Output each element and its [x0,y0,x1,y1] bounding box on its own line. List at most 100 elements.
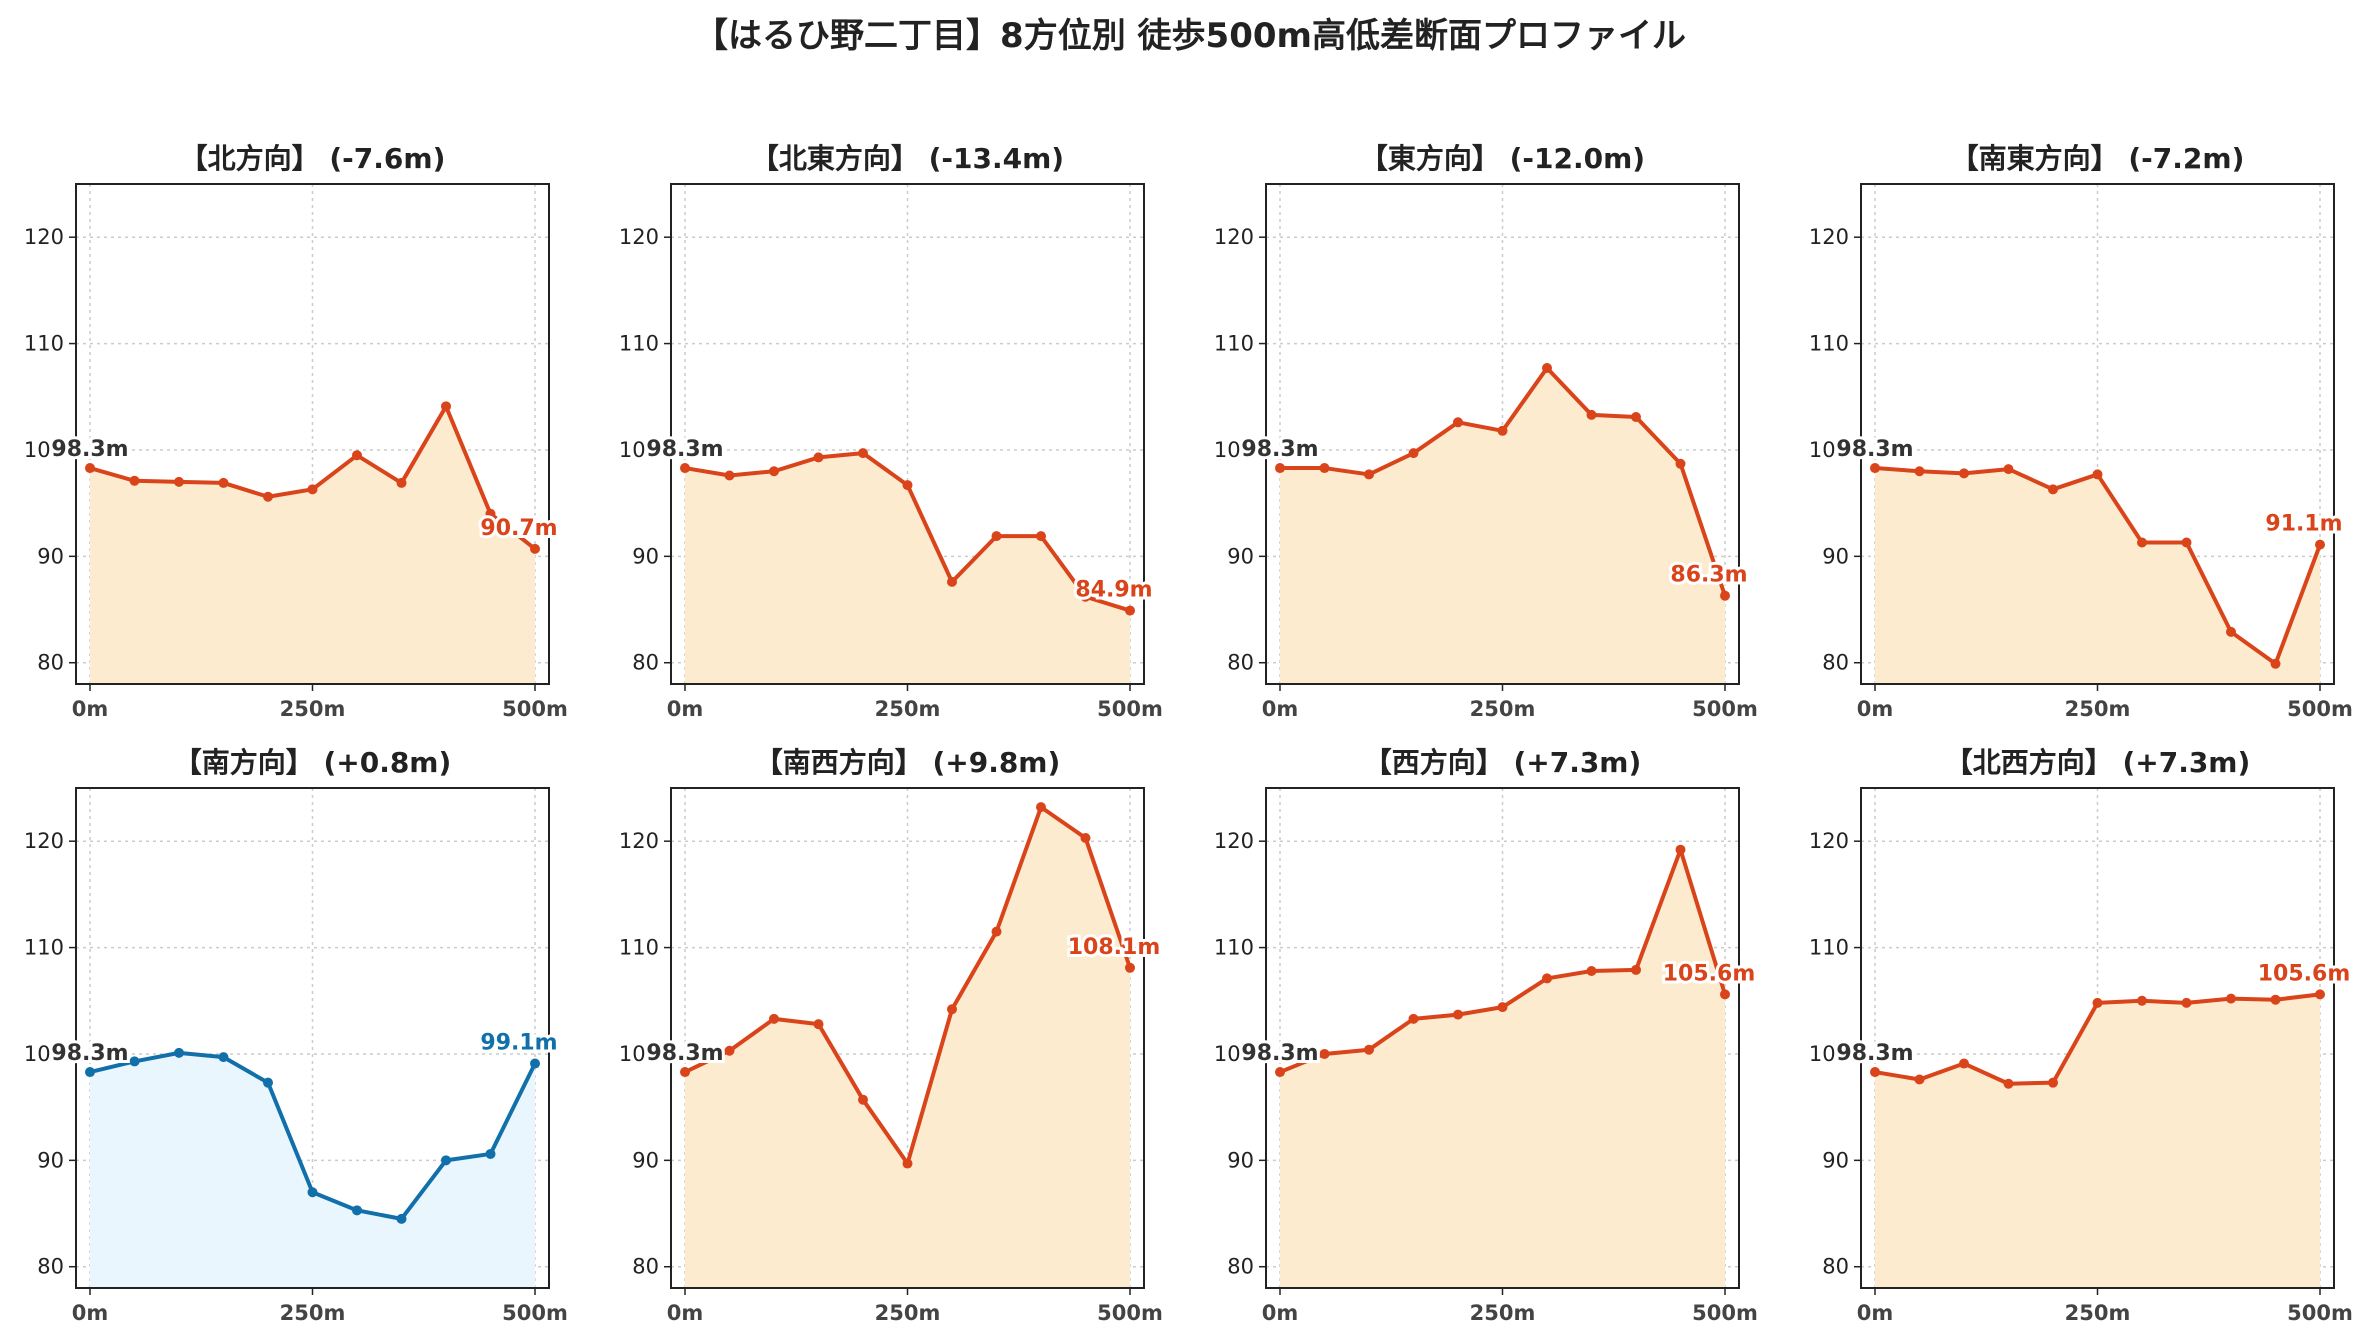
data-point [396,1213,407,1224]
data-point [1080,833,1091,843]
data-point [1586,965,1597,976]
data-point [1542,363,1552,374]
panel-title: 【東方向】 (-12.0m) [1360,142,1645,175]
y-tick-label: 80 [37,651,64,675]
data-point [2048,484,2058,495]
end-value-label: 90.7m [480,516,557,541]
data-point [1631,411,1641,422]
start-value-label: 98.3m [1836,1041,1913,1066]
y-tick-label: 80 [1227,651,1254,675]
x-tick-label: 500m [1097,1301,1163,1325]
y-tick-label: 110 [1214,332,1254,356]
y-tick-label: 120 [619,225,659,249]
y-tick-label: 100 [1809,438,1849,462]
data-point [2137,537,2147,548]
area-fill [1280,849,1725,1288]
data-point [1586,409,1597,420]
y-tick-label: 90 [1227,544,1254,568]
data-point [1497,1002,1508,1013]
chart-panel-3: 【南東方向】 (-7.2m) 80 90 100 110 120 0m 250m 500m 98.… [1809,142,2353,721]
x-tick-label: 0m [1857,1301,1894,1325]
data-point [858,1094,868,1105]
data-point [1036,531,1046,542]
panel-title: 【北東方向】 (-13.4m) [751,142,1064,175]
page-title: 【はるひ野二丁目】8方位別 徒歩500m高低差断面プロファイル [694,16,1686,56]
chart-panel-0: 【北方向】 (-7.6m) 80 90 100 110 120 0m 250m 500m 98.3… [24,142,568,721]
data-point [263,1077,273,1088]
area-fill [1875,994,2320,1288]
area-fill [685,453,1130,684]
data-point [1720,989,1730,1000]
y-tick-label: 100 [1809,1042,1849,1066]
data-point [441,401,451,412]
x-tick-label: 500m [1097,697,1163,721]
x-tick-label: 250m [280,697,346,721]
start-value-label: 98.3m [51,1041,128,1066]
data-point [1959,1058,1969,1069]
data-point [2315,539,2325,550]
y-tick-label: 90 [632,1148,659,1172]
y-tick-label: 90 [1822,1148,1849,1172]
data-point [1453,1009,1463,1020]
data-point [2181,997,2192,1008]
data-point [1675,844,1686,855]
y-tick-label: 110 [24,936,64,960]
start-value-label: 98.3m [646,1041,723,1066]
data-point [129,1056,140,1067]
y-tick-label: 80 [1227,1255,1254,1279]
y-tick-label: 80 [37,1255,64,1279]
data-point [680,463,690,474]
data-point [85,1067,95,1078]
data-point [991,926,1002,937]
y-tick-label: 90 [1822,544,1849,568]
data-point [1364,1044,1374,1055]
y-tick-label: 100 [1214,438,1254,462]
data-point [2226,626,2236,637]
start-value-label: 98.3m [1241,437,1318,462]
x-tick-label: 250m [1470,1301,1536,1325]
data-point [1453,417,1463,428]
data-point [1319,1048,1330,1059]
area-fill [1875,468,2320,684]
panel-title: 【南方向】 (+0.8m) [174,746,452,779]
y-tick-label: 100 [24,1042,64,1066]
data-point [396,477,407,488]
start-value-label: 98.3m [51,437,128,462]
end-value-label: 86.3m [1670,563,1747,588]
y-tick-label: 90 [37,1148,64,1172]
end-value-label: 99.1m [480,1031,557,1056]
chart-panel-7: 【北西方向】 (+7.3m) 80 90 100 110 120 0m 250m 500m 98.… [1809,746,2353,1325]
panel-title: 【北西方向】 (+7.3m) [1945,746,2251,779]
end-value-label: 108.1m [1068,935,1161,960]
x-tick-label: 0m [72,1301,109,1325]
x-tick-label: 0m [1857,697,1894,721]
data-point [1959,468,1969,479]
area-fill [90,406,535,684]
y-tick-label: 110 [1214,936,1254,960]
x-tick-label: 0m [667,1301,704,1325]
y-tick-label: 110 [1809,332,1849,356]
data-point [218,477,229,488]
y-tick-label: 110 [1809,936,1849,960]
y-tick-label: 120 [1214,829,1254,853]
y-tick-label: 100 [1214,1042,1254,1066]
data-point [1408,448,1419,459]
data-point [947,1004,957,1015]
data-point [1080,591,1091,602]
x-tick-label: 250m [280,1301,346,1325]
data-point [1870,463,1880,474]
data-point [2092,469,2103,480]
data-point [902,480,913,491]
y-tick-label: 80 [632,1255,659,1279]
data-point [1542,973,1552,984]
data-point [858,448,868,459]
data-point [2003,1078,2014,1089]
y-tick-label: 120 [1809,829,1849,853]
x-tick-label: 0m [1262,1301,1299,1325]
y-tick-label: 120 [619,829,659,853]
data-point [174,476,184,487]
x-tick-label: 500m [2287,1301,2353,1325]
data-point [724,470,735,481]
data-point [1275,1067,1285,1078]
data-point [307,484,318,495]
